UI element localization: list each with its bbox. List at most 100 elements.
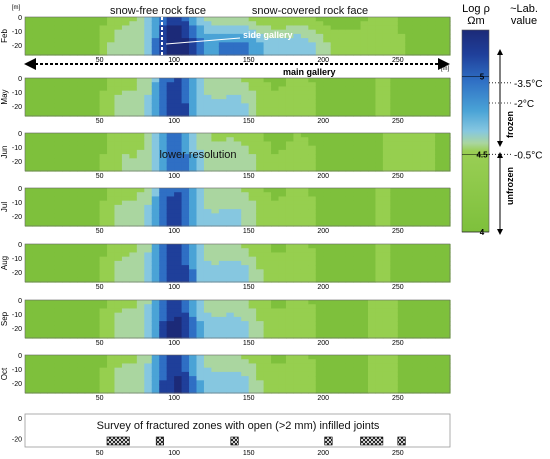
resistivity-cell bbox=[151, 137, 160, 143]
resistivity-cell bbox=[84, 265, 93, 270]
resistivity-cell bbox=[39, 25, 48, 31]
resistivity-cell bbox=[271, 252, 280, 258]
resistivity-cell bbox=[308, 371, 317, 377]
resistivity-cell bbox=[412, 304, 421, 310]
resistivity-cell bbox=[360, 103, 369, 109]
resistivity-cell bbox=[330, 141, 339, 147]
resistivity-cell bbox=[323, 200, 332, 206]
resistivity-cell bbox=[353, 363, 362, 369]
resistivity-cell bbox=[99, 221, 108, 227]
resistivity-cell bbox=[196, 209, 205, 214]
resistivity-cell bbox=[405, 300, 414, 305]
resistivity-cell bbox=[99, 192, 108, 198]
resistivity-cell bbox=[308, 137, 317, 143]
resistivity-cell bbox=[25, 17, 34, 22]
resistivity-cell bbox=[84, 388, 93, 394]
resistivity-cell bbox=[345, 200, 354, 206]
resistivity-cell bbox=[77, 149, 86, 155]
resistivity-cell bbox=[144, 329, 153, 335]
resistivity-cell bbox=[397, 209, 406, 214]
resistivity-cell bbox=[226, 99, 235, 104]
resistivity-cell bbox=[121, 300, 130, 305]
resistivity-cell bbox=[92, 25, 101, 31]
resistivity-cell bbox=[360, 321, 369, 326]
resistivity-cell bbox=[114, 103, 123, 109]
resistivity-cell bbox=[203, 244, 213, 249]
x-tick-label: 250 bbox=[392, 118, 404, 125]
resistivity-cell bbox=[300, 248, 309, 254]
resistivity-cell bbox=[181, 137, 190, 143]
resistivity-cell bbox=[84, 78, 93, 83]
resistivity-cell bbox=[345, 312, 354, 318]
resistivity-cell bbox=[203, 204, 213, 210]
resistivity-cell bbox=[256, 141, 265, 147]
resistivity-cell bbox=[54, 145, 63, 151]
resistivity-cell bbox=[248, 158, 257, 164]
resistivity-cell bbox=[25, 273, 34, 279]
resistivity-cell bbox=[382, 21, 391, 27]
resistivity-cell bbox=[390, 244, 399, 249]
resistivity-cell bbox=[166, 265, 175, 270]
resistivity-cell bbox=[345, 29, 354, 35]
resistivity-cell bbox=[360, 248, 369, 254]
resistivity-cell bbox=[405, 90, 414, 96]
resistivity-cell bbox=[218, 33, 227, 39]
resistivity-cell bbox=[360, 94, 369, 100]
resistivity-cell bbox=[84, 200, 93, 206]
resistivity-cell bbox=[129, 244, 138, 249]
resistivity-cell bbox=[315, 111, 324, 117]
resistivity-cell bbox=[435, 33, 444, 39]
resistivity-cell bbox=[256, 204, 265, 210]
resistivity-cell bbox=[189, 304, 198, 310]
resistivity-cell bbox=[427, 158, 436, 164]
resistivity-cell bbox=[159, 200, 168, 206]
resistivity-cell bbox=[345, 329, 354, 335]
resistivity-cell bbox=[315, 376, 324, 381]
resistivity-cell bbox=[121, 42, 130, 48]
resistivity-cell bbox=[353, 388, 362, 394]
resistivity-cell bbox=[211, 141, 220, 147]
resistivity-cell bbox=[315, 133, 324, 138]
resistivity-cell bbox=[166, 221, 175, 227]
resistivity-cell bbox=[412, 209, 421, 214]
resistivity-cell bbox=[442, 149, 451, 155]
resistivity-cell bbox=[218, 329, 227, 335]
resistivity-cell bbox=[159, 316, 168, 322]
resistivity-cell bbox=[241, 355, 250, 360]
resistivity-cell bbox=[174, 277, 183, 283]
resistivity-cell bbox=[263, 363, 272, 369]
resistivity-cell bbox=[159, 300, 168, 305]
resistivity-cell bbox=[114, 196, 123, 202]
resistivity-cell bbox=[367, 221, 377, 227]
resistivity-cell bbox=[92, 308, 101, 314]
resistivity-cell bbox=[397, 333, 406, 339]
resistivity-cell bbox=[397, 137, 406, 143]
resistivity-cell bbox=[99, 33, 108, 39]
resistivity-cell bbox=[353, 273, 362, 279]
resistivity-cell bbox=[69, 316, 78, 322]
resistivity-cell bbox=[62, 78, 71, 83]
resistivity-cell bbox=[69, 300, 78, 305]
resistivity-cell bbox=[353, 367, 362, 373]
resistivity-cell bbox=[412, 329, 421, 335]
resistivity-cell bbox=[77, 42, 86, 48]
resistivity-cell bbox=[278, 78, 287, 83]
resistivity-cell bbox=[285, 256, 295, 262]
resistivity-cell bbox=[233, 371, 242, 377]
resistivity-cell bbox=[353, 33, 362, 39]
resistivity-cell bbox=[99, 256, 108, 262]
resistivity-cell bbox=[151, 25, 160, 31]
colorbar-ticks: 54.54 bbox=[462, 73, 489, 237]
resistivity-cell bbox=[278, 213, 287, 219]
resistivity-cell bbox=[218, 256, 227, 262]
resistivity-cell bbox=[47, 300, 56, 305]
resistivity-cell bbox=[25, 196, 34, 202]
resistivity-cell bbox=[278, 308, 287, 314]
resistivity-cell bbox=[39, 300, 48, 305]
resistivity-cell bbox=[278, 333, 287, 339]
resistivity-cell bbox=[420, 213, 429, 219]
resistivity-cell bbox=[285, 17, 295, 22]
resistivity-cell bbox=[99, 388, 108, 394]
resistivity-cell bbox=[278, 209, 287, 214]
resistivity-cell bbox=[338, 82, 347, 88]
